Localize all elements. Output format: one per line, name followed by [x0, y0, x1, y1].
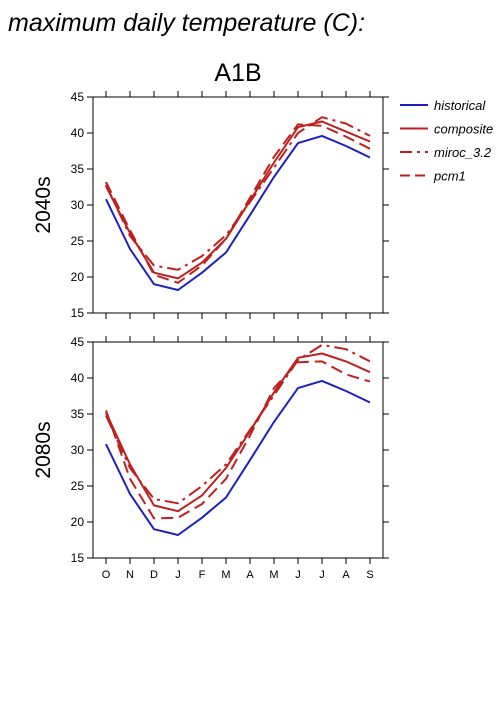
- y-tick-label: 15: [71, 551, 85, 565]
- series-line-historical: [105, 134, 371, 291]
- x-tick-label: S: [366, 569, 373, 581]
- x-tick-label: J: [175, 569, 181, 581]
- x-tick-label: A: [246, 569, 254, 581]
- page-title: maximum daily temperature (C):: [8, 9, 365, 37]
- series-line-pcm1: [105, 123, 371, 284]
- y-tick-label: 45: [71, 90, 85, 104]
- y-tick-label: 30: [71, 443, 85, 457]
- y-tick-label: 25: [71, 234, 85, 248]
- x-tick-label: J: [295, 569, 301, 581]
- x-tick-label: N: [126, 569, 134, 581]
- panel-ylabel: 2040s: [32, 176, 55, 233]
- x-tick-label: D: [150, 569, 158, 581]
- y-tick-label: 45: [71, 335, 85, 349]
- y-tick-label: 20: [71, 270, 85, 284]
- legend-label: historical: [434, 98, 486, 113]
- panel-ylabel: 2080s: [32, 421, 55, 478]
- x-tick-label: O: [102, 569, 111, 581]
- y-tick-label: 25: [71, 479, 85, 493]
- chart-panels: 15 20 25 30 35 40 45 2040s 15 20 25 30 35 40 45 O N D J F M A…: [32, 90, 389, 581]
- legend-label: miroc_3.2: [434, 145, 492, 160]
- legend-label: composite: [434, 122, 493, 137]
- panel-2040s: 15 20 25 30 35 40 45 2040s: [32, 90, 389, 320]
- series-line-historical: [105, 379, 371, 536]
- x-tick-label: A: [342, 569, 350, 581]
- y-tick-label: 40: [71, 126, 85, 140]
- y-tick-label: 35: [71, 407, 85, 421]
- y-tick-label: 35: [71, 162, 85, 176]
- y-tick-label: 20: [71, 515, 85, 529]
- series-line-pcm1: [105, 360, 371, 520]
- y-tick-label: 15: [71, 306, 85, 320]
- series-line-miroc-3-2: [105, 343, 371, 505]
- x-tick-label: F: [199, 569, 206, 581]
- y-tick-label: 30: [71, 198, 85, 212]
- chart-legend: historical composite miroc_3.2 pcm1: [400, 98, 493, 184]
- x-tick-label: M: [221, 569, 230, 581]
- y-tick-label: 40: [71, 371, 85, 385]
- legend-label: pcm1: [433, 169, 466, 184]
- panel-2080s: 15 20 25 30 35 40 45 O N D J F M A M J J A S 2080s: [32, 335, 389, 581]
- x-tick-label: M: [269, 569, 278, 581]
- x-tick-label: J: [319, 569, 325, 581]
- chart-title: A1B: [214, 59, 261, 87]
- series-line-composite: [105, 352, 371, 513]
